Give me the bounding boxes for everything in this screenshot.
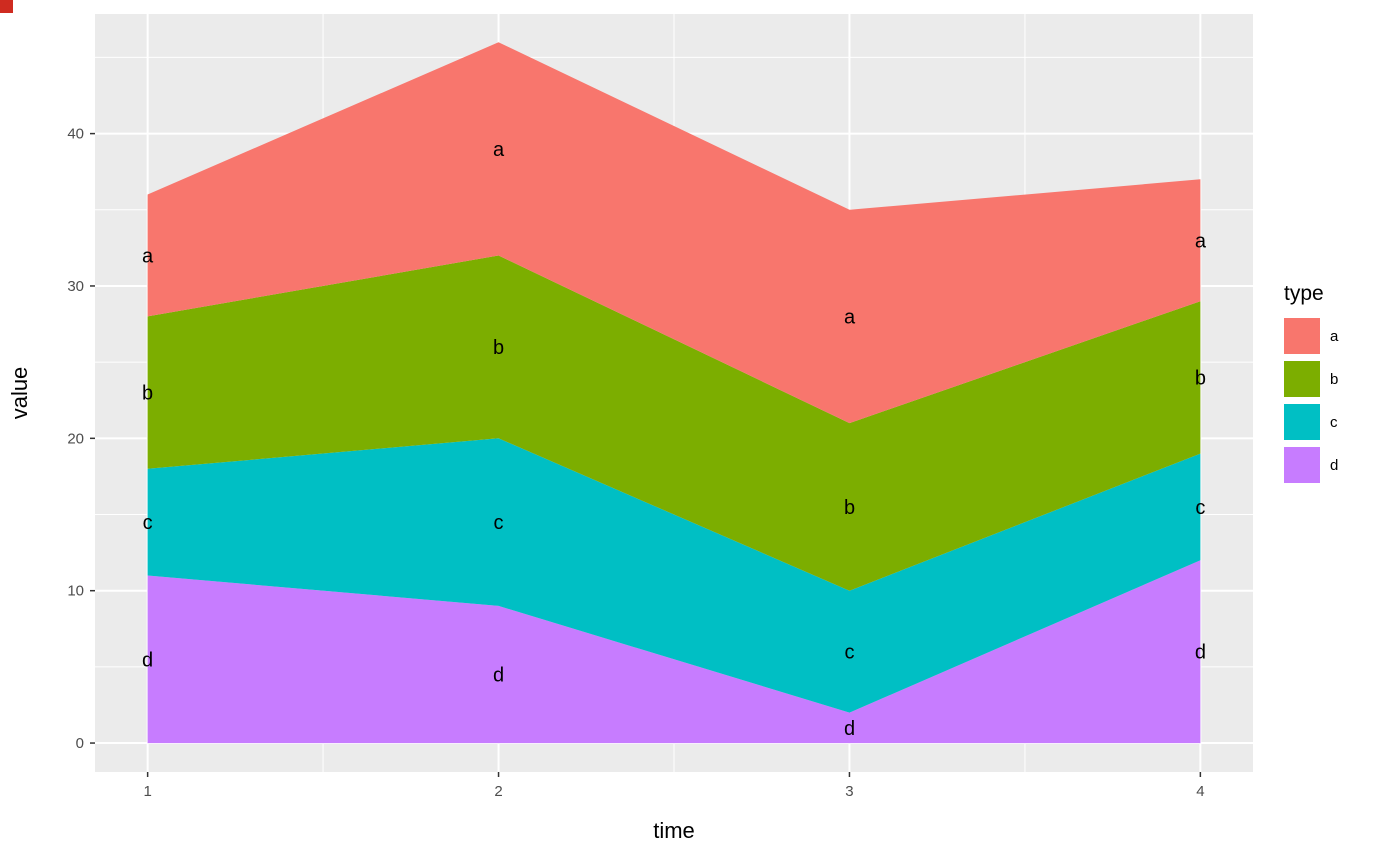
- area-label-b: b: [844, 497, 855, 519]
- legend-items: a b c d: [1284, 318, 1338, 490]
- y-tick-label: 30: [67, 278, 84, 295]
- legend-item-d: d: [1284, 447, 1338, 483]
- x-tick-label: 4: [1196, 783, 1204, 800]
- area-b: [147, 255, 1201, 591]
- area-label-c: c: [494, 512, 504, 534]
- legend-item-b: b: [1284, 361, 1338, 397]
- legend: type a b c d: [1284, 282, 1338, 490]
- y-tick-label: 0: [76, 735, 84, 752]
- area-label-d: d: [844, 718, 855, 740]
- y-tick-label: 10: [67, 583, 84, 600]
- legend-label: b: [1330, 370, 1339, 388]
- legend-key-c: [1284, 404, 1320, 440]
- y-axis-title: value: [7, 367, 32, 420]
- area-label-a: a: [844, 306, 856, 328]
- legend-label: a: [1330, 327, 1339, 345]
- x-axis-title: time: [653, 818, 695, 843]
- legend-label: d: [1330, 456, 1339, 474]
- area-label-a: a: [1195, 230, 1207, 252]
- legend-key-a: [1284, 318, 1320, 354]
- area-label-c: c: [1195, 497, 1205, 519]
- area-label-d: d: [142, 649, 153, 671]
- y-tick-label: 40: [67, 126, 84, 143]
- legend-item-c: c: [1284, 404, 1338, 440]
- area-label-a: a: [142, 246, 154, 268]
- legend-key-b: [1284, 361, 1320, 397]
- area-c: [147, 438, 1201, 713]
- x-tick-label: 3: [845, 783, 853, 800]
- area-label-a: a: [493, 139, 505, 161]
- legend-title: type: [1284, 282, 1324, 305]
- area-a: [147, 42, 1201, 424]
- area-label-c: c: [845, 642, 855, 664]
- area-label-d: d: [493, 665, 504, 687]
- area-label-b: b: [142, 383, 153, 405]
- x-tick-label: 2: [494, 783, 502, 800]
- area-label-d: d: [1195, 642, 1206, 664]
- area-label-b: b: [1195, 367, 1206, 389]
- corner-marker: [0, 0, 13, 13]
- x-tick-label: 1: [143, 783, 151, 800]
- legend-item-a: a: [1284, 318, 1338, 354]
- area-label-b: b: [493, 337, 504, 359]
- legend-key-d: [1284, 447, 1320, 483]
- area-label-c: c: [143, 512, 153, 534]
- legend-label: c: [1330, 413, 1338, 431]
- y-tick-label: 20: [67, 430, 84, 447]
- area-d: [147, 560, 1201, 744]
